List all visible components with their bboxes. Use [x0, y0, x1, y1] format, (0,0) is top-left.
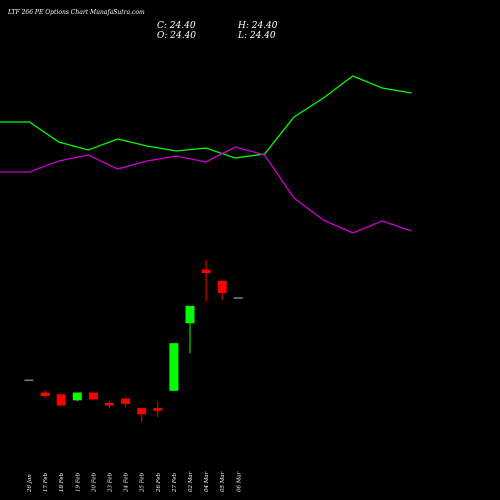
date-tick-label: 18 Feb — [59, 472, 65, 492]
candle-body — [217, 280, 227, 293]
candle-body — [121, 398, 131, 404]
date-tick-label: 05 Mar — [220, 471, 226, 492]
candle-body — [24, 379, 34, 382]
date-tick-label: 02 Mar — [188, 471, 194, 492]
candle-body — [88, 392, 98, 400]
date-tick-label: 27 Feb — [172, 472, 178, 493]
low-readout: L: 24.40 — [238, 31, 276, 41]
candle-body — [105, 402, 114, 406]
date-tick-label: 04 Mar — [204, 471, 210, 492]
date-tick-label: 20 Feb — [91, 472, 97, 493]
candle-body — [201, 269, 211, 273]
high-readout: H: 24.40 — [238, 21, 278, 31]
date-tick-label: 26 Jan — [27, 474, 33, 493]
candle-body — [137, 408, 147, 415]
date-tick-label: 25 Feb — [140, 472, 146, 493]
candle-body — [153, 408, 163, 411]
date-tick-label: 17 Feb — [43, 472, 49, 492]
close-readout: C: 24.40 — [157, 21, 196, 31]
open-readout: O: 24.40 — [157, 31, 197, 41]
date-tick-label: 19 Feb — [75, 472, 81, 492]
candle-body — [233, 297, 243, 299]
candle-body — [72, 392, 82, 401]
indicator-lower-line — [0, 146, 412, 234]
candle-body — [40, 392, 50, 397]
candle-body — [56, 394, 66, 406]
chart-title: LTF 266 PE Options Chart MunafaSutra.com — [8, 9, 145, 16]
date-tick-label: 06 Mar — [236, 471, 242, 492]
date-tick-label: 24 Feb — [124, 472, 130, 493]
indicator-upper-line — [0, 75, 412, 159]
candle-body — [169, 343, 179, 391]
date-tick-label: 26 Feb — [156, 472, 162, 493]
candle-body — [185, 305, 195, 324]
date-tick-label: 23 Feb — [108, 472, 114, 493]
